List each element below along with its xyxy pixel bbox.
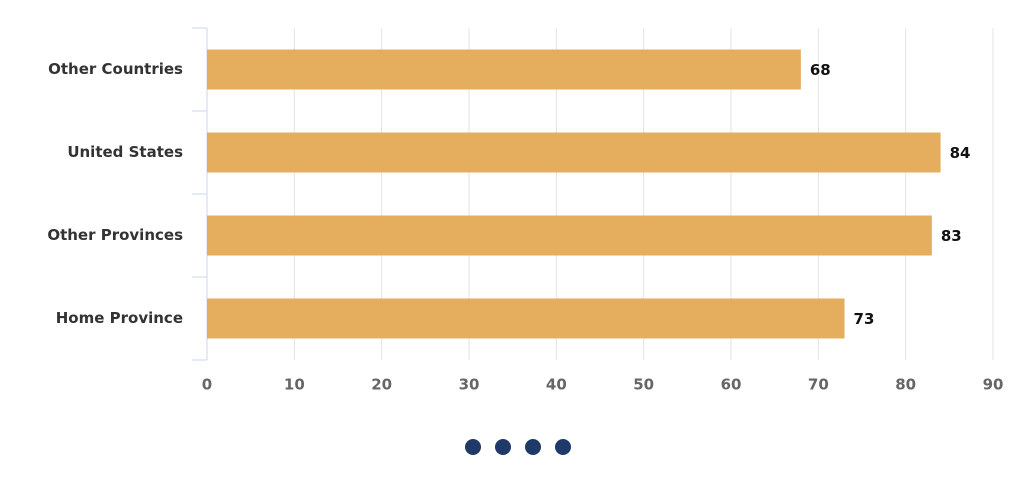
y-tick-label: Other Countries (48, 60, 183, 78)
carousel-dot[interactable] (555, 439, 571, 455)
x-tick-label: 70 (808, 376, 829, 394)
x-tick-label: 80 (895, 376, 916, 394)
bar (207, 298, 845, 339)
value-label: 83 (941, 227, 962, 245)
value-label: 84 (950, 144, 971, 162)
carousel-dots (465, 439, 571, 455)
x-tick-label: 10 (284, 376, 305, 394)
y-tick-label: Home Province (56, 309, 183, 327)
y-tick-label: Other Provinces (47, 226, 183, 244)
x-tick-label: 50 (633, 376, 654, 394)
x-tick-label: 20 (371, 376, 392, 394)
bar (207, 215, 932, 256)
x-tick-label: 30 (459, 376, 480, 394)
x-tick-label: 90 (983, 376, 1004, 394)
value-label: 68 (810, 61, 831, 79)
value-label: 73 (854, 310, 875, 328)
y-tick-label: United States (67, 143, 183, 161)
x-tick-label: 60 (721, 376, 742, 394)
carousel-dot[interactable] (495, 439, 511, 455)
carousel-dot[interactable] (525, 439, 541, 455)
carousel-dot[interactable] (465, 439, 481, 455)
bar (207, 49, 801, 90)
bar (207, 132, 941, 173)
x-tick-label: 0 (202, 376, 212, 394)
x-tick-label: 40 (546, 376, 567, 394)
